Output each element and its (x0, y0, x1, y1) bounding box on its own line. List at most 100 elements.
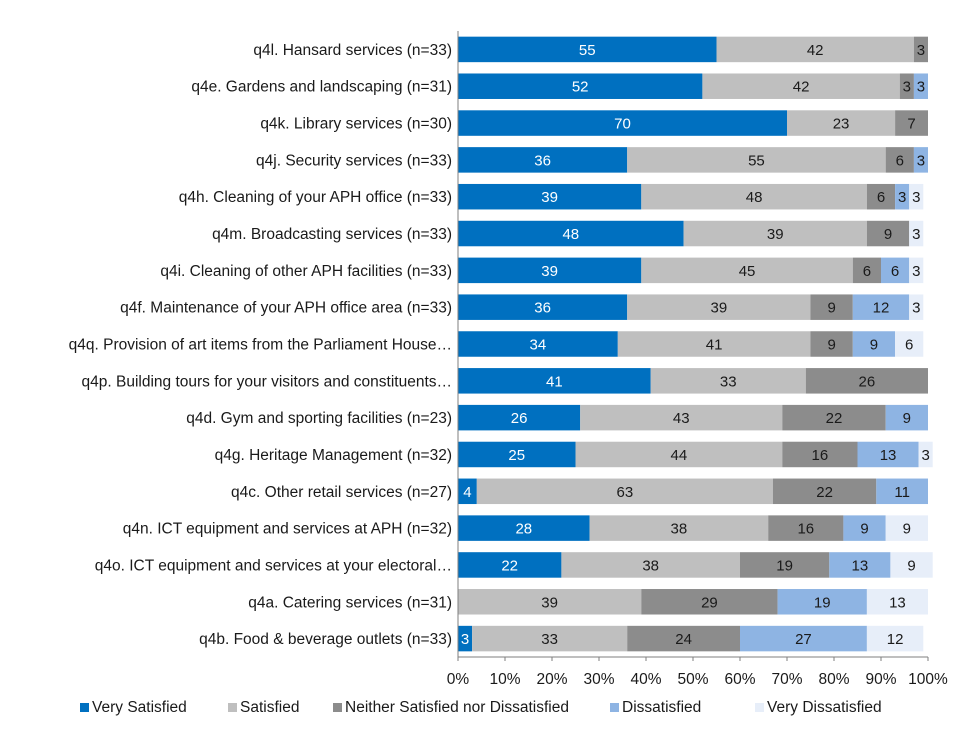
bar-segment (913, 36, 928, 63)
data-label: 39 (767, 226, 784, 243)
data-label: 9 (827, 337, 835, 354)
x-tick-label: 60% (724, 671, 755, 688)
legend-label: Very Satisfied (92, 699, 187, 716)
category-label: q4o. ICT equipment and services at your … (95, 557, 452, 574)
data-label: 41 (546, 373, 563, 390)
legend-label: Dissatisfied (622, 699, 701, 716)
bar-segment (716, 36, 914, 63)
bar-segment (472, 625, 628, 652)
legend-swatch (228, 703, 237, 712)
bar-segment (885, 147, 914, 173)
data-label: 38 (642, 557, 659, 574)
data-label: 7 (907, 116, 915, 133)
data-label: 63 (617, 484, 634, 501)
bar-segment (458, 368, 651, 394)
data-label: 24 (675, 631, 692, 648)
x-tick-label: 40% (630, 671, 661, 688)
data-label: 12 (887, 631, 904, 648)
category-label: q4f. Maintenance of your APH office area… (120, 300, 452, 317)
data-label: 39 (541, 189, 558, 206)
bar-segment (810, 331, 853, 357)
bar-segment (866, 220, 910, 247)
data-label: 9 (884, 226, 892, 243)
bar-segment (909, 220, 924, 247)
data-label: 23 (833, 116, 850, 133)
data-label: 13 (889, 594, 906, 611)
data-label: 55 (748, 152, 765, 169)
data-label: 6 (877, 189, 885, 206)
data-label: 36 (534, 152, 551, 169)
bar-segment (627, 294, 811, 320)
data-label: 26 (511, 410, 528, 427)
bar-segment (895, 331, 924, 357)
bar-segment (458, 36, 717, 63)
bar-segment (458, 331, 618, 357)
data-label: 22 (816, 484, 833, 501)
bar-segment (683, 220, 867, 247)
bar-segment (617, 331, 811, 357)
x-tick-label: 80% (818, 671, 849, 688)
data-label: 4 (463, 484, 471, 501)
bar-segment (458, 73, 703, 99)
data-label: 3 (917, 79, 925, 96)
data-label: 70 (614, 116, 631, 133)
bar-segment (913, 73, 928, 99)
bar-segment (458, 110, 787, 136)
category-label: q4e. Gardens and landscaping (n=31) (191, 79, 452, 96)
data-label: 52 (572, 79, 589, 96)
data-label: 34 (530, 337, 547, 354)
data-label: 22 (501, 557, 518, 574)
bar-segment (458, 478, 477, 505)
bar-segment (740, 552, 830, 578)
bar-segment (627, 147, 886, 173)
bar-segment (458, 294, 628, 320)
bar-segment (829, 552, 891, 578)
data-label: 3 (917, 42, 925, 59)
legend-swatch (755, 703, 764, 712)
data-label: 9 (907, 557, 915, 574)
data-label: 39 (541, 594, 558, 611)
data-label: 3 (912, 189, 920, 206)
bar-segment (641, 589, 778, 615)
data-label: 6 (896, 152, 904, 169)
bar-segment (580, 404, 783, 431)
bar-segment (561, 552, 740, 578)
data-label: 3 (903, 79, 911, 96)
data-label: 9 (860, 521, 868, 538)
data-label: 28 (515, 521, 532, 538)
bar-segment (458, 625, 473, 652)
data-label: 3 (917, 152, 925, 169)
legend-swatch (80, 703, 89, 712)
bar-segment (589, 515, 769, 541)
bar-segment (458, 147, 628, 173)
x-tick-label: 20% (536, 671, 567, 688)
bar-segment (885, 515, 928, 541)
bar-segment (866, 625, 924, 652)
bar-segment (702, 73, 900, 99)
data-label: 39 (541, 263, 558, 280)
bar-segment (458, 441, 576, 468)
data-label: 41 (706, 337, 723, 354)
data-label: 33 (541, 631, 558, 648)
data-label: 33 (720, 373, 737, 390)
data-label: 3 (461, 631, 469, 648)
data-label: 13 (852, 557, 869, 574)
data-label: 6 (891, 263, 899, 280)
data-label: 27 (795, 631, 812, 648)
x-tick-label: 50% (677, 671, 708, 688)
category-label: q4p. Building tours for your visitors an… (82, 373, 452, 390)
category-label: q4g. Heritage Management (n=32) (215, 447, 452, 464)
data-label: 12 (873, 300, 890, 317)
legend-label: Very Dissatisfied (767, 699, 882, 716)
category-label: q4c. Other retail services (n=27) (231, 484, 452, 501)
bar-segment (458, 404, 581, 431)
data-label: 13 (880, 447, 897, 464)
data-label: 26 (859, 373, 876, 390)
data-label: 3 (912, 263, 920, 280)
x-tick-label: 0% (447, 671, 470, 688)
data-label: 9 (870, 337, 878, 354)
legend-swatch (333, 703, 342, 712)
bar-segment (918, 441, 933, 468)
